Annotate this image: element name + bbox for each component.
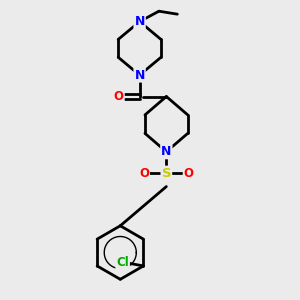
Text: N: N: [161, 145, 172, 158]
Text: N: N: [134, 69, 145, 82]
Text: O: O: [139, 167, 149, 180]
Text: Cl: Cl: [116, 256, 129, 269]
Text: N: N: [134, 15, 145, 28]
Text: O: O: [184, 167, 194, 180]
Text: O: O: [114, 90, 124, 103]
Text: S: S: [161, 167, 171, 180]
